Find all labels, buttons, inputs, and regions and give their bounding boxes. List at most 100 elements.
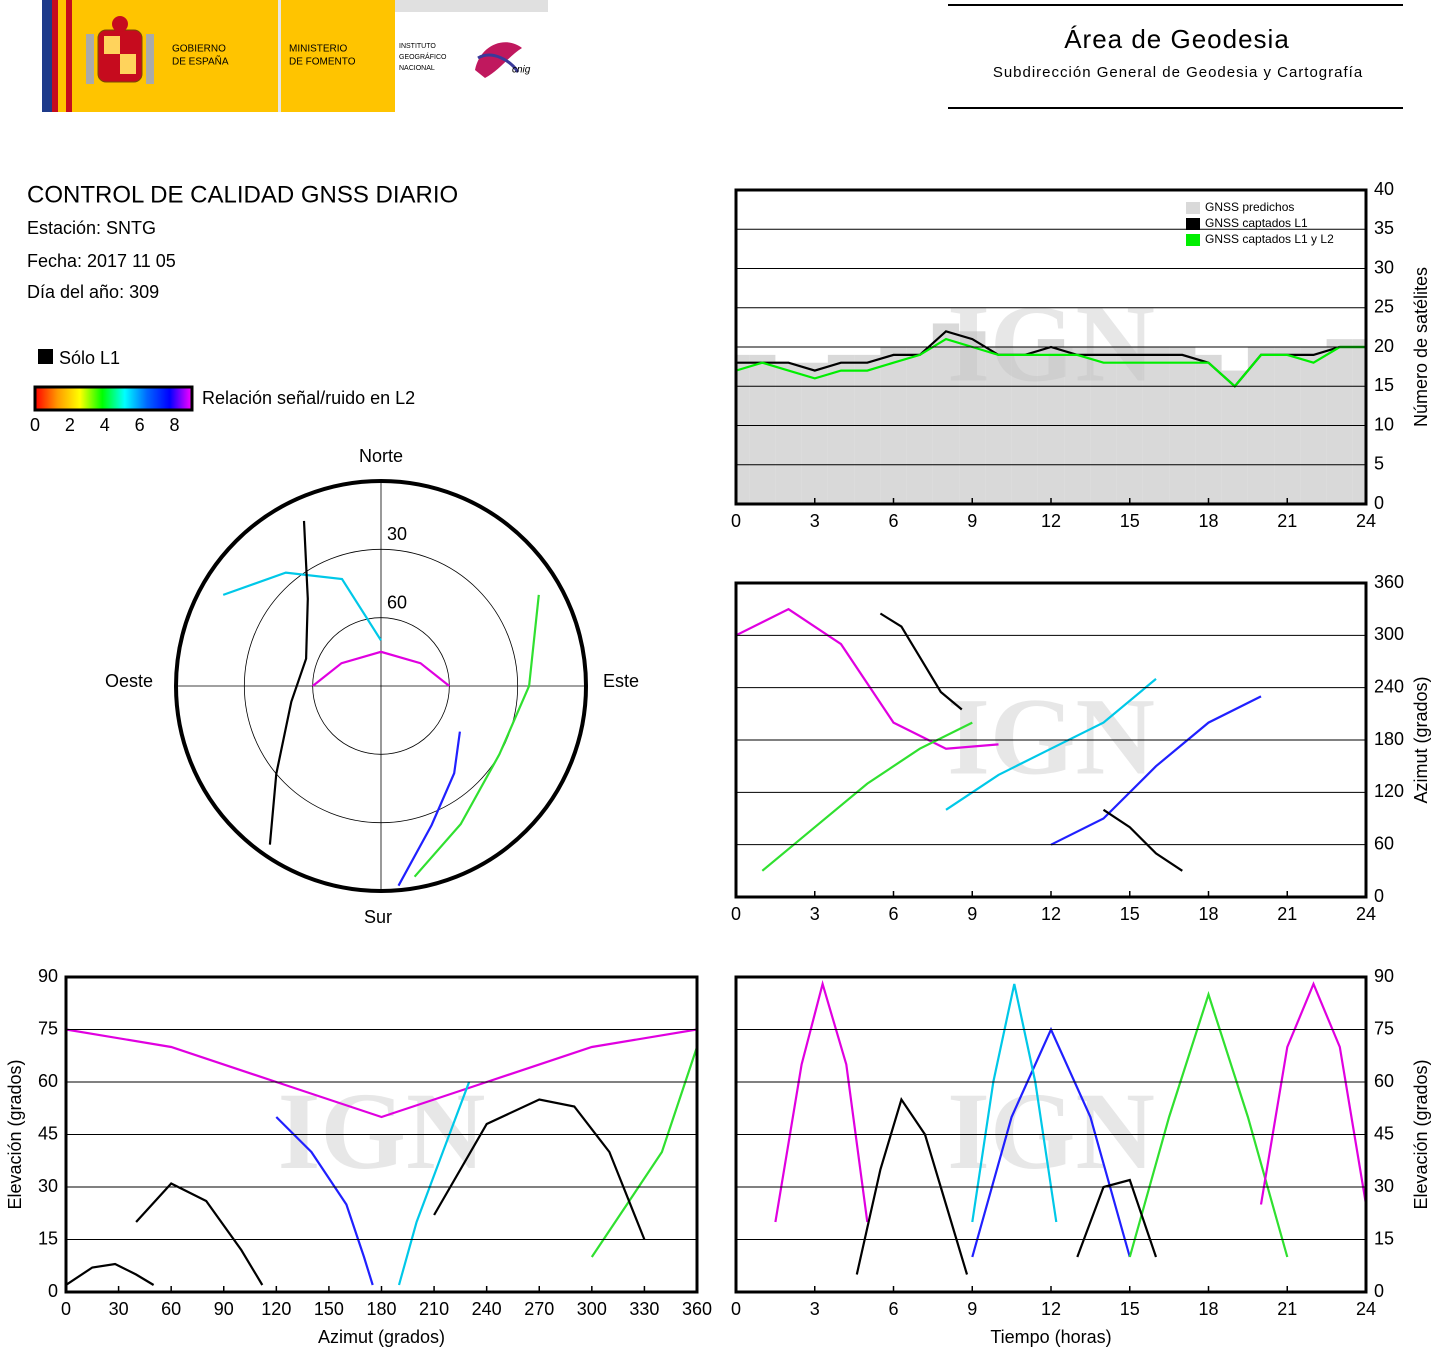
y-tick-label: 0 (1374, 886, 1384, 906)
plot: IGN (736, 607, 1262, 872)
x-tick-label: 0 (61, 1299, 71, 1319)
bar (736, 354, 750, 504)
ring-label: 60 (387, 592, 407, 612)
watermark: IGN (947, 1070, 1155, 1192)
x-tick-label: 0 (731, 1299, 741, 1319)
bar (1037, 339, 1065, 504)
bar (1195, 354, 1222, 504)
x-tick-label: 12 (1041, 1299, 1061, 1319)
frame (734, 188, 1368, 506)
track (879, 612, 963, 711)
chart: IGN 0 60 120 180 240 300 360 0 3 6 9 12 15 18 21 24 Azimu… (731, 572, 1431, 924)
legend-swatch (1186, 218, 1200, 230)
ring-label: 30 (387, 524, 407, 544)
east-label: Este (603, 671, 639, 691)
north-label: Norte (359, 446, 403, 466)
track (1050, 695, 1262, 846)
y-tick-label: 45 (1374, 1123, 1394, 1143)
y-axis-label: Elevación (grados) (1411, 1059, 1431, 1209)
y-tick-label: 360 (1374, 572, 1404, 592)
x-tick-label: 21 (1277, 511, 1297, 531)
y-tick-label: 60 (1374, 833, 1394, 853)
colorbar-tick-label: 2 (65, 415, 75, 435)
x-tick-label: 9 (967, 511, 977, 531)
track (66, 1262, 155, 1286)
x-tick-label: 240 (472, 1299, 502, 1319)
x-tick-label: 15 (1120, 904, 1140, 924)
y-tick-label: 15 (1374, 375, 1394, 395)
y-tick-label: 90 (38, 966, 58, 986)
x-tick-label: 3 (810, 511, 820, 531)
track (774, 979, 869, 1223)
y-axis-label: Azimut (grados) (1411, 676, 1431, 803)
colorbar-tick-label: 4 (100, 415, 110, 435)
y-tick-label: 75 (38, 1018, 58, 1038)
logo-text: INSTITUTO (399, 43, 436, 50)
only-l1-label: Sólo L1 (59, 348, 120, 368)
sky-track (312, 650, 450, 687)
colorbar-tick-label: 0 (30, 415, 40, 435)
frame (64, 975, 699, 1294)
y-tick-label: 120 (1374, 781, 1404, 801)
chart: IGN 0 15 30 45 60 75 90 0 3 6 9 12 15 18 21 24 Tiempo (ho… (731, 966, 1431, 1347)
chart: IGN 0 5 10 15 20 25 30 35 40 0 3 6 9 12 15 18 21 24 Número … (731, 179, 1431, 531)
x-tick-label: 24 (1356, 511, 1376, 531)
x-tick-label: 90 (214, 1299, 234, 1319)
x-tick-label: 21 (1277, 1299, 1297, 1319)
track (971, 983, 1058, 1223)
x-tick-label: 60 (161, 1299, 181, 1319)
x-tick-label: 12 (1041, 511, 1061, 531)
x-tick-label: 6 (888, 511, 898, 531)
day-of-year: Día del año: 309 (27, 282, 159, 302)
colorbar-label: Relación señal/ruido en L2 (202, 388, 415, 408)
skyplot: 30 60 Norte Sur Este Oeste (105, 446, 639, 927)
legend-swatch (1186, 202, 1200, 214)
sky-track (397, 731, 461, 887)
x-tick-label: 9 (967, 1299, 977, 1319)
x-axis-label: Azimut (grados) (318, 1327, 445, 1347)
x-tick-label: 15 (1120, 511, 1140, 531)
y-tick-label: 35 (1374, 218, 1394, 238)
plot: IGN (66, 1028, 697, 1286)
station: Estación: SNTG (27, 218, 156, 238)
y-tick-label: 60 (1374, 1071, 1394, 1091)
y-tick-label: 15 (1374, 1228, 1394, 1248)
elevation-ring (312, 617, 450, 755)
bar (827, 354, 855, 504)
frame (734, 581, 1368, 899)
bar (854, 354, 881, 504)
x-tick-label: 24 (1356, 1299, 1376, 1319)
track (433, 1098, 646, 1240)
logo-text: MINISTERIO (289, 44, 348, 55)
horizon (174, 479, 588, 893)
y-axis-label: Elevación (grados) (5, 1059, 25, 1209)
x-tick-label: 18 (1198, 1299, 1218, 1319)
y-tick-label: 0 (1374, 493, 1384, 513)
bar (1326, 339, 1353, 504)
west-label: Oeste (105, 671, 153, 691)
track (1076, 1178, 1158, 1258)
y-tick-label: 240 (1374, 676, 1404, 696)
colorbar-ticks: 0 2 4 6 8 (30, 415, 180, 435)
y-tick-label: 0 (48, 1281, 58, 1301)
area-subtitle: Subdirección General de Geodesia y Carto… (993, 64, 1363, 81)
colorbar-tick-label: 6 (135, 415, 145, 435)
track (1128, 990, 1289, 1258)
report-title: CONTROL DE CALIDAD GNSS DIARIO (27, 181, 458, 208)
bar (775, 362, 802, 504)
x-tick-label: 360 (682, 1299, 712, 1319)
y-axis-label: Número de satélites (1411, 267, 1431, 427)
x-tick-label: 0 (731, 511, 741, 531)
logo-text: GEOGRÁFICO (399, 52, 447, 61)
coat-of-arms (86, 16, 154, 84)
x-tick-label: 12 (1041, 904, 1061, 924)
area-title: Área de Geodesia (1064, 24, 1290, 54)
y-tick-label: 5 (1374, 454, 1384, 474)
x-tick-label: 3 (810, 1299, 820, 1319)
sky-track (413, 594, 540, 878)
x-tick-label: 180 (366, 1299, 396, 1319)
track (66, 1028, 697, 1119)
frame (734, 975, 1368, 1294)
